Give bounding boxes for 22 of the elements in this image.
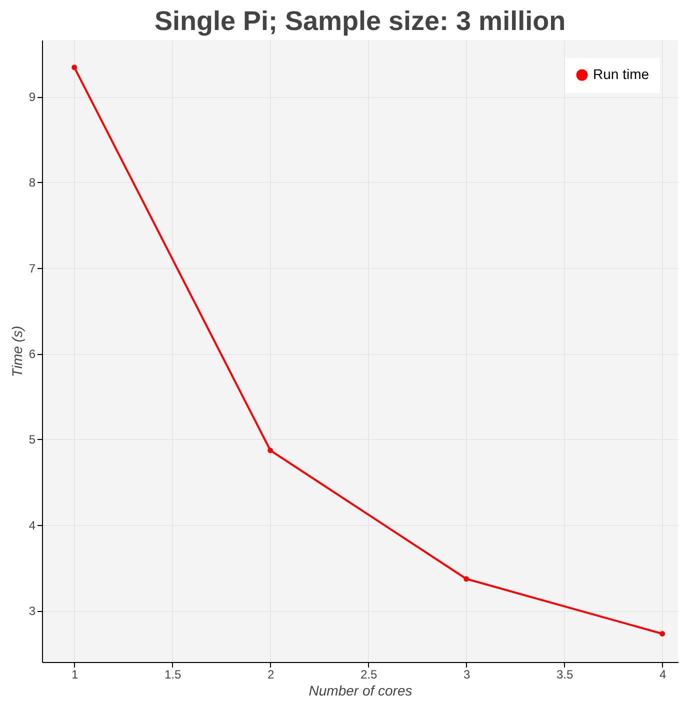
x-tick-label: 1 — [71, 668, 78, 682]
legend-label: Run time — [593, 66, 650, 82]
y-tick-label: 9 — [28, 90, 36, 104]
x-tick-label: 1.5 — [164, 668, 182, 682]
x-tick-label: 3.5 — [556, 668, 574, 682]
y-tick-label: 6 — [28, 347, 36, 362]
point — [660, 630, 666, 636]
y-tick-label: 5 — [28, 432, 36, 447]
point — [464, 576, 470, 582]
chart-title: Single Pi; Sample size: 3 million — [154, 6, 566, 36]
y-tick-label: 4 — [28, 518, 36, 532]
point — [268, 448, 274, 454]
x-axis-title: Number of cores — [308, 682, 412, 698]
x-tick-label: 2.5 — [360, 668, 378, 682]
x-tick-label: 2 — [267, 668, 274, 682]
y-tick-label: 8 — [28, 176, 36, 190]
x-tick-label: 4 — [659, 668, 666, 682]
y-axis-title: Time (s) — [8, 326, 25, 378]
x-tick-label: 3 — [463, 668, 470, 682]
y-tick-label: 7 — [28, 261, 36, 276]
point — [72, 64, 78, 70]
y-tick-label: 3 — [28, 604, 36, 618]
